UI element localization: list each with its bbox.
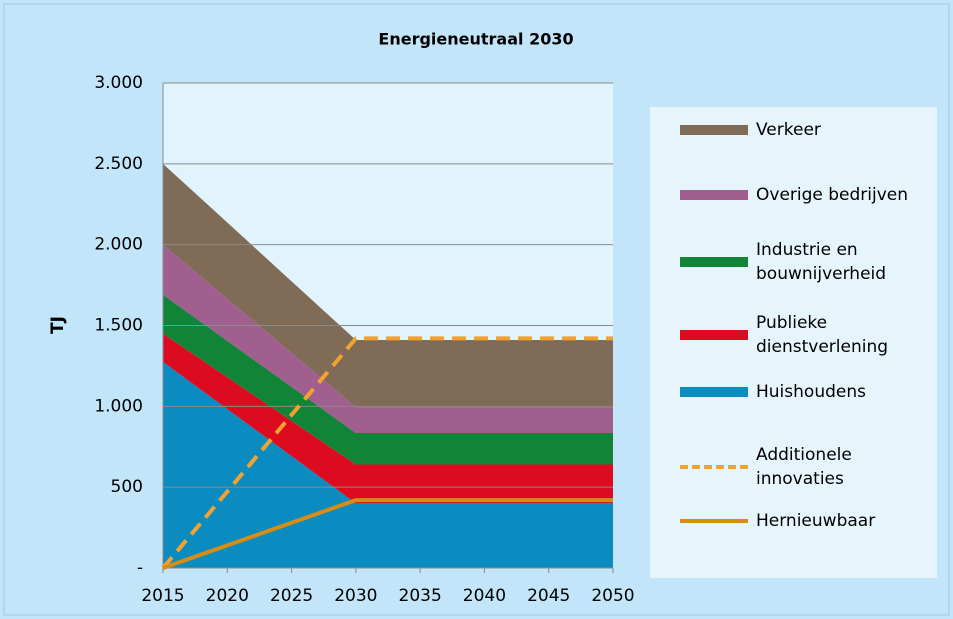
x-tick-label: 2045 [527,586,570,606]
x-tick-label: 2025 [270,586,313,606]
lines [161,336,613,570]
y-tick-label: 2.000 [94,235,143,255]
legend-label: Publieke dienstverlening [756,313,889,357]
legend-label: Verkeer [756,120,821,140]
x-tick-label: 2020 [206,586,249,606]
legend-label: Industrie en bouwnijverheid [756,240,887,284]
legend-swatch [680,465,748,469]
y-tick-label: 500 [111,477,143,497]
area [163,361,613,568]
area [163,294,613,465]
y-tick-label: 1.500 [94,316,143,336]
legend-item: Huishoudens [650,368,937,416]
x-tick-label: 2015 [141,586,184,606]
legend-label: Hernieuwbaar [756,511,876,531]
legend-item: Overige bedrijven [650,171,937,219]
legend-label: Additionele innovaties [756,445,852,489]
y-axis-label: TJ [48,316,68,334]
area [163,163,613,408]
legend-item: Publieke dienstverlening [650,311,937,359]
legend-item: Hernieuwbaar [650,497,937,545]
x-tick-label: 2050 [591,586,634,606]
chart-title: Energieneutraal 2030 [378,30,573,49]
legend: Verkeer Overige bedrijven Industrie en bou… [650,107,937,578]
legend-label: Overige bedrijven [756,185,909,205]
legend-swatch [680,330,748,340]
line [161,336,613,570]
x-tick-label: 2030 [334,586,377,606]
legend-item: Industrie en bouwnijverheid [650,238,937,286]
y-tick-label: 2.500 [94,154,143,174]
x-tick-label: 2035 [399,586,442,606]
grid [162,82,614,573]
area [163,333,613,504]
legend-swatch [680,387,748,397]
legend-swatch [680,125,748,135]
legend-swatch [680,519,748,523]
y-tick-label: 3.000 [94,73,143,93]
x-tick-label: 2040 [463,586,506,606]
legend-label: Huishoudens [756,382,866,402]
legend-swatch [680,190,748,200]
y-tick-label: 1.000 [94,396,143,416]
legend-swatch [680,257,748,267]
areas [163,163,613,568]
line [162,498,613,570]
legend-item: Verkeer [650,106,937,154]
legend-item: Additionele innovaties [650,443,937,491]
area [163,244,613,434]
frame [3,3,950,616]
y-tick-label: - [137,558,143,578]
